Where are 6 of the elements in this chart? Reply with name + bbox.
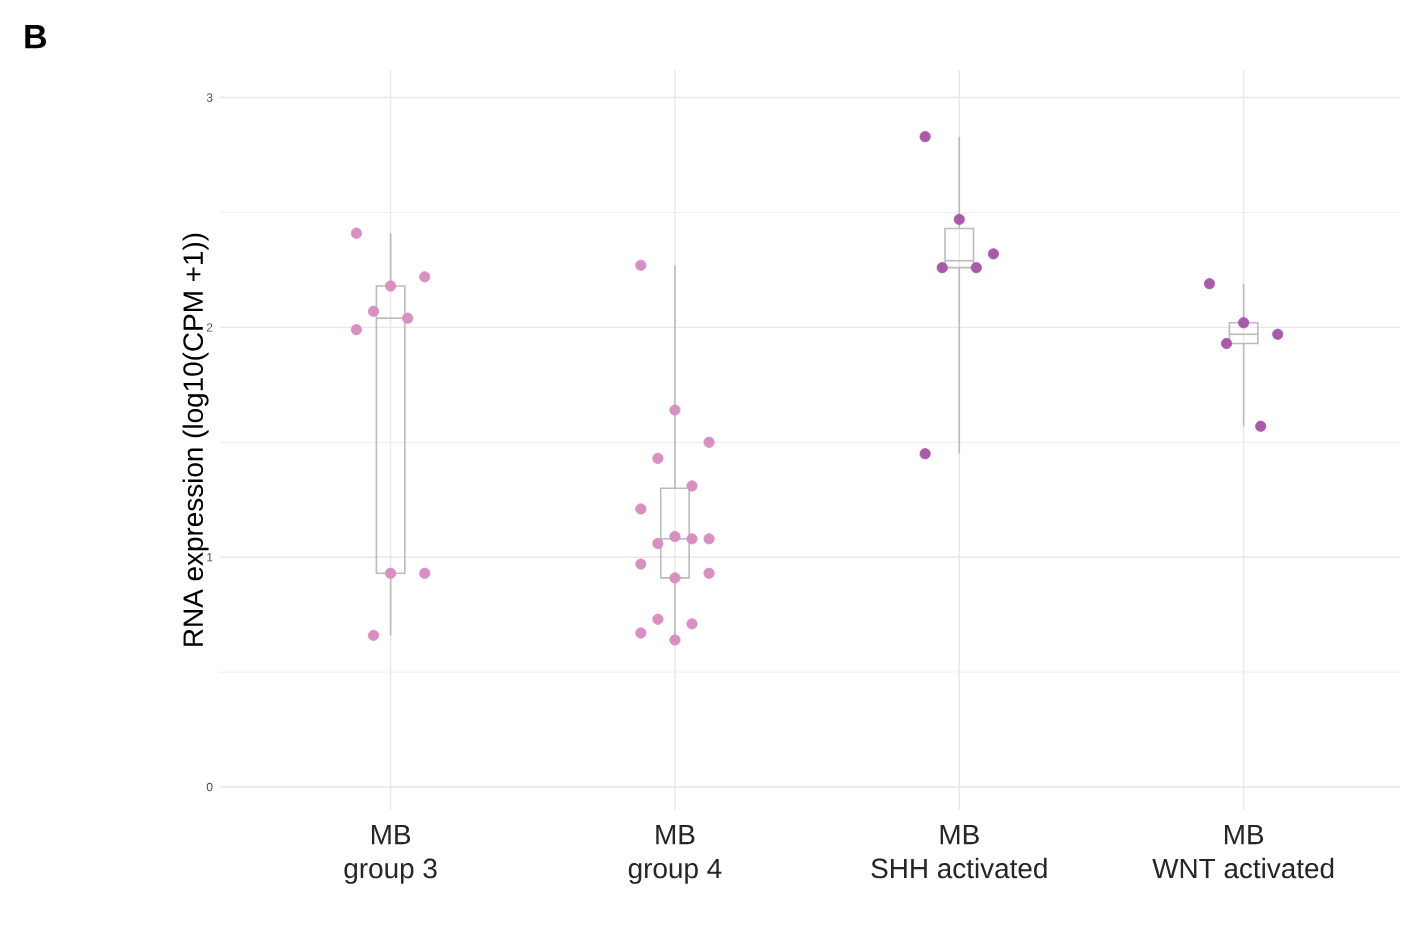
x-tick-label: MB group 4 [628, 825, 722, 884]
x-tick-label: MB group 3 [344, 825, 437, 884]
y-axis-title: RNA expression (log10(CPM +1)) [182, 233, 209, 646]
text: B [25, 25, 46, 49]
x-tick-label: MB SHH activated [871, 825, 1047, 879]
x-tick-label: MB WNT activated [1152, 825, 1334, 879]
